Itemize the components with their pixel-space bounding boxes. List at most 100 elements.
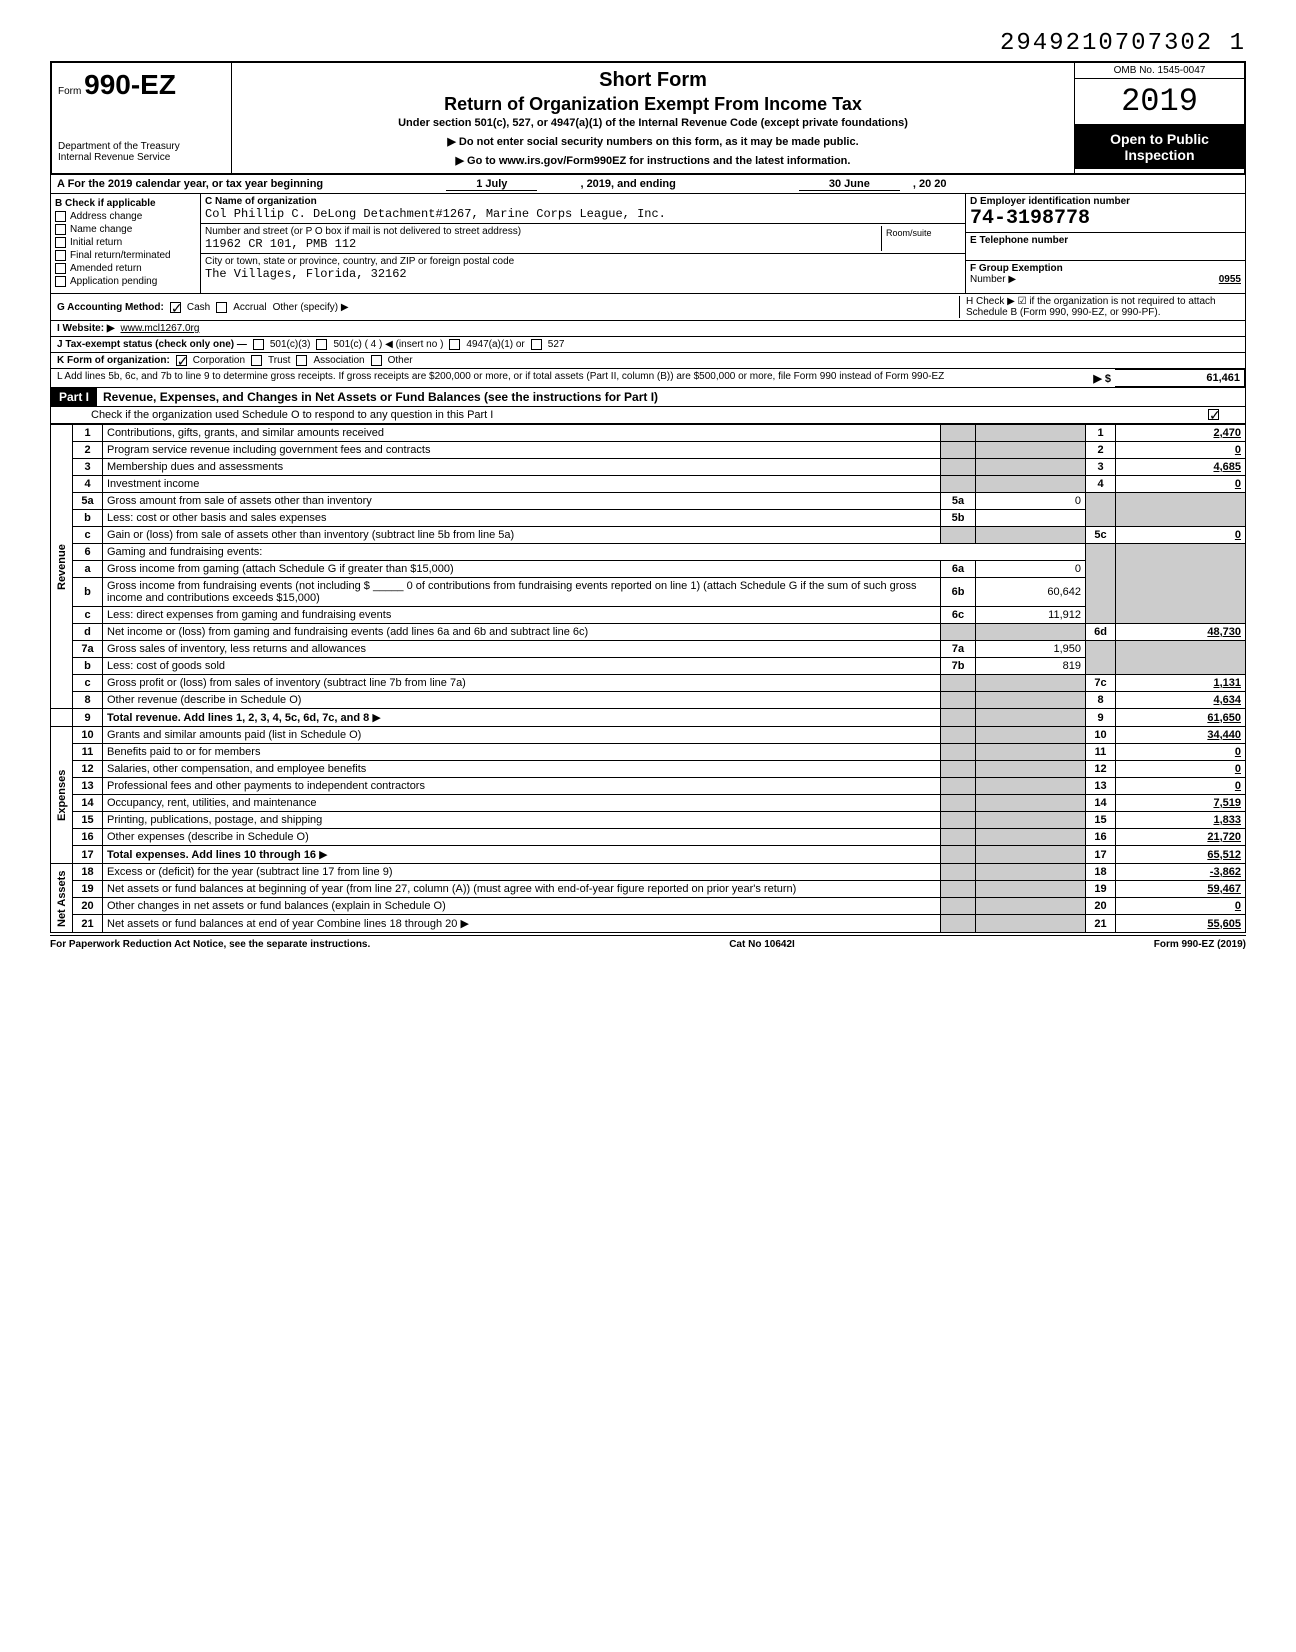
section-net-assets: Net Assets [51, 864, 73, 933]
col-c-name-addr: C Name of organization Col Phillip C. De… [201, 194, 965, 293]
line-l-arrow: ▶ $ [1075, 370, 1115, 387]
note-url: ▶ Go to www.irs.gov/Form990EZ for instru… [242, 154, 1064, 167]
org-info-grid: B Check if applicable Address change Nam… [50, 194, 1246, 294]
chk-cash[interactable] [170, 302, 181, 313]
part1-label: Part I [51, 388, 97, 406]
line-7b: bLess: cost of goods sold7b819 [51, 658, 1246, 675]
line-l-text: L Add lines 5b, 6c, and 7b to line 9 to … [51, 369, 1075, 387]
section-revenue: Revenue [51, 425, 73, 709]
chk-schedule-o[interactable] [1208, 409, 1219, 420]
f-group-label2: Number ▶ [970, 274, 1016, 285]
chk-assoc[interactable] [296, 355, 307, 366]
footer-left: For Paperwork Reduction Act Notice, see … [50, 939, 370, 950]
addr-label: Number and street (or P O box if mail is… [205, 226, 881, 237]
header-right: OMB No. 1545-0047 2019 Open to Public In… [1074, 63, 1244, 173]
line-12: 12Salaries, other compensation, and empl… [51, 761, 1246, 778]
header-mid: Short Form Return of Organization Exempt… [232, 63, 1074, 173]
addr-val: 11962 CR 101, PMB 112 [205, 237, 881, 251]
line-10: Expenses 10Grants and similar amounts pa… [51, 727, 1246, 744]
begin-date: 1 July [446, 178, 537, 191]
form-number: 990-EZ [84, 69, 176, 100]
checks-area: G Accounting Method: Cash Accrual Other … [50, 294, 1246, 369]
line-16: 16Other expenses (describe in Schedule O… [51, 829, 1246, 846]
city-val: The Villages, Florida, 32162 [205, 267, 961, 281]
line-8: 8Other revenue (describe in Schedule O)8… [51, 692, 1246, 709]
tax-year: 2019 [1075, 79, 1244, 125]
line-7c: cGross profit or (loss) from sales of in… [51, 675, 1246, 692]
chk-final[interactable] [55, 250, 66, 261]
line-20: 20Other changes in net assets or fund ba… [51, 898, 1246, 915]
chk-other-org[interactable] [371, 355, 382, 366]
line-7a: 7aGross sales of inventory, less returns… [51, 641, 1246, 658]
part1-header: Part I Revenue, Expenses, and Changes in… [50, 388, 1246, 407]
line-14: 14Occupancy, rent, utilities, and mainte… [51, 795, 1246, 812]
g-label: G Accounting Method: [57, 302, 164, 313]
line-5c: cGain or (loss) from sale of assets othe… [51, 527, 1246, 544]
chk-name-change[interactable] [55, 224, 66, 235]
line-1: Revenue 1Contributions, gifts, grants, a… [51, 425, 1246, 442]
line-6d: dNet income or (loss) from gaming and fu… [51, 624, 1246, 641]
chk-addr-change[interactable] [55, 211, 66, 222]
row-a-tax-year: A For the 2019 calendar year, or tax yea… [50, 175, 1246, 194]
f-group-label: F Group Exemption [970, 263, 1063, 274]
dept-label: Department of the Treasury [58, 141, 225, 152]
c-name-label: C Name of organization [205, 196, 955, 207]
line-3: 3Membership dues and assessments34,685 [51, 459, 1246, 476]
end-date: 30 June [799, 178, 900, 191]
d-ein-label: D Employer identification number [970, 196, 1241, 207]
line-4: 4Investment income40 [51, 476, 1246, 493]
col-b-head: B Check if applicable [55, 198, 196, 209]
footer-right: Form 990-EZ (2019) [1154, 939, 1246, 950]
line-l-val: 61,461 [1115, 369, 1245, 387]
line-l: L Add lines 5b, 6c, and 7b to line 9 to … [50, 369, 1246, 388]
j-label: J Tax-exempt status (check only one) — [57, 339, 247, 350]
chk-amended[interactable] [55, 263, 66, 274]
col-b-checks: B Check if applicable Address change Nam… [51, 194, 201, 293]
room-suite: Room/suite [881, 226, 961, 251]
chk-trust[interactable] [251, 355, 262, 366]
i-label: I Website: ▶ [57, 323, 115, 334]
line-6a: aGross income from gaming (attach Schedu… [51, 561, 1246, 578]
form-prefix: Form [58, 86, 81, 97]
line-18: Net Assets 18Excess or (deficit) for the… [51, 864, 1246, 881]
note-ssn: ▶ Do not enter social security numbers o… [242, 135, 1064, 148]
e-phone-label: E Telephone number [970, 235, 1241, 246]
line-6: 6Gaming and fundraising events: [51, 544, 1246, 561]
chk-accrual[interactable] [216, 302, 227, 313]
lines-table: Revenue 1Contributions, gifts, grants, a… [50, 424, 1246, 933]
chk-501c[interactable] [316, 339, 327, 350]
line-2: 2Program service revenue including gover… [51, 442, 1246, 459]
line-17: 17Total expenses. Add lines 10 through 1… [51, 846, 1246, 864]
h-schedule-b: H Check ▶ ☑ if the organization is not r… [959, 296, 1239, 318]
page-footer: For Paperwork Reduction Act Notice, see … [50, 935, 1246, 950]
subtitle: Under section 501(c), 527, or 4947(a)(1)… [242, 117, 1064, 129]
chk-527[interactable] [531, 339, 542, 350]
f-group-val: 0955 [1219, 274, 1241, 285]
document-id: 2949210707302 1 [50, 30, 1246, 57]
ein-value: 74-3198778 [970, 207, 1241, 230]
section-expenses: Expenses [51, 727, 73, 864]
part1-sub: Check if the organization used Schedule … [50, 407, 1246, 424]
line-9: 9Total revenue. Add lines 1, 2, 3, 4, 5c… [51, 709, 1246, 727]
line-13: 13Professional fees and other payments t… [51, 778, 1246, 795]
form-header: Form 990-EZ Department of the Treasury I… [50, 61, 1246, 175]
title-main: Return of Organization Exempt From Incom… [242, 94, 1064, 115]
line-19: 19Net assets or fund balances at beginni… [51, 881, 1246, 898]
line-21: 21Net assets or fund balances at end of … [51, 915, 1246, 933]
chk-4947[interactable] [449, 339, 460, 350]
title-short: Short Form [242, 69, 1064, 92]
chk-501c3[interactable] [253, 339, 264, 350]
irs-label: Internal Revenue Service [58, 152, 225, 163]
open-public: Open to Public Inspection [1075, 125, 1244, 169]
line-5a: 5aGross amount from sale of assets other… [51, 493, 1246, 510]
line-11: 11Benefits paid to or for members110 [51, 744, 1246, 761]
org-name: Col Phillip C. DeLong Detachment#1267, M… [205, 207, 961, 221]
chk-app-pending[interactable] [55, 276, 66, 287]
city-label: City or town, state or province, country… [205, 256, 961, 267]
line-6b: bGross income from fundraising events (n… [51, 578, 1246, 607]
chk-initial[interactable] [55, 237, 66, 248]
chk-corp[interactable] [176, 355, 187, 366]
omb-number: OMB No. 1545-0047 [1075, 63, 1244, 79]
line-5b: bLess: cost or other basis and sales exp… [51, 510, 1246, 527]
footer-mid: Cat No 10642I [729, 939, 795, 950]
